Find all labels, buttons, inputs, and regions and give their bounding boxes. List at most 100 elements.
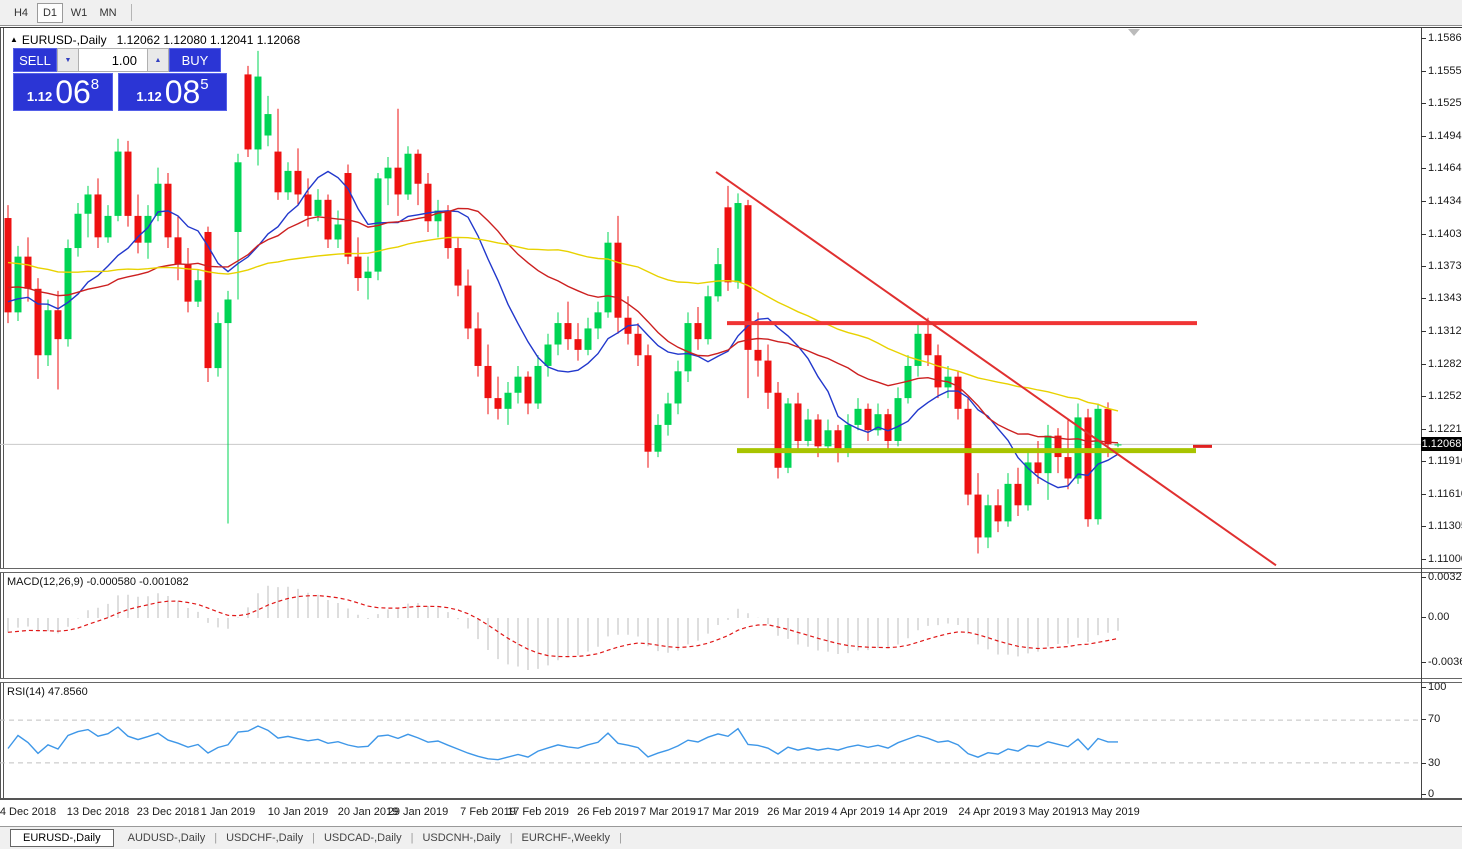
price-axis-label: 1.15250 — [1428, 97, 1462, 110]
macd-signal-value: -0.001082 — [139, 576, 189, 588]
pane-splitter[interactable] — [0, 678, 1462, 683]
timeframe-tab-mn[interactable]: MN — [99, 6, 117, 19]
price-axis-label: 1.12215 — [1428, 422, 1462, 435]
date-axis-label: 20 Jan 2019 — [337, 806, 399, 818]
date-axis-label: 17 Feb 2019 — [507, 806, 569, 818]
date-axis-label: 4 Dec 2018 — [0, 806, 57, 818]
rsi-axis-tick — [1421, 763, 1426, 764]
date-axis-label: 3 May 2019 — [1019, 806, 1077, 818]
rsi-axis-tick — [1421, 687, 1426, 688]
chart-left-border — [0, 28, 1, 826]
chart-tab-eurusd-daily[interactable]: EURUSD-,Daily — [10, 829, 114, 847]
price-axis-label: 1.13735 — [1428, 259, 1462, 272]
price-axis-label: 1.13125 — [1428, 325, 1462, 338]
price-axis-tick — [1421, 331, 1426, 333]
buy-price-button[interactable]: 1.12 08 5 — [118, 73, 227, 111]
sell-button[interactable]: SELL — [13, 48, 57, 72]
tab-separator: | — [214, 832, 218, 844]
date-axis-label: 23 Dec 2018 — [136, 806, 200, 818]
price-axis-label: 1.15860 — [1428, 31, 1462, 44]
price-axis-tick — [1421, 526, 1426, 528]
price-axis-label: 1.14035 — [1428, 227, 1462, 240]
rsi-axis-label: 30 — [1428, 757, 1441, 769]
moving-average-lines — [7, 170, 1119, 489]
rsi-line — [7, 725, 1118, 761]
rsi-pane-canvas[interactable] — [0, 683, 1421, 798]
drawn-objects — [715, 171, 1277, 567]
rsi-axis-label: 70 — [1428, 713, 1441, 725]
pane-splitter[interactable] — [0, 568, 1462, 573]
price-pane-canvas[interactable] — [0, 28, 1421, 568]
macd-axis-label: -0.003659 — [1428, 656, 1462, 668]
volume-increase-button[interactable]: ▲ — [147, 48, 169, 72]
macd-indicator-label: MACD(12,26,9) -0.000580 -0.001082 — [7, 576, 189, 588]
price-axis-label: 1.14945 — [1428, 130, 1462, 143]
chart-shift-icon[interactable] — [1128, 29, 1140, 36]
chart-window-tab-bar: EURUSD-,Daily AUDUSD-,Daily | USDCHF-,Daily… — [0, 826, 1462, 849]
macd-pane-canvas[interactable] — [0, 573, 1421, 678]
macd-signal-line — [7, 594, 1119, 658]
chart-frame-border — [0, 27, 1462, 28]
price-axis-tick — [1421, 70, 1426, 72]
price-axis-label: 1.14645 — [1428, 162, 1462, 175]
rsi-axis-label: 0 — [1428, 788, 1435, 800]
chart-left-inner-border — [3, 28, 4, 826]
price-axis-label: 1.15555 — [1428, 64, 1462, 77]
price-axis-tick — [1421, 200, 1426, 202]
rsi-axis-tick — [1421, 719, 1426, 720]
price-axis-label: 1.13430 — [1428, 292, 1462, 305]
rsi-name: RSI(14) — [7, 686, 45, 698]
chart-title: ▲ EURUSD-,Daily 1.12062 1.12080 1.12041 1.… — [10, 33, 300, 47]
price-axis-tick — [1421, 558, 1426, 560]
date-axis-label: 7 Mar 2019 — [640, 806, 696, 818]
chart-tab-usdchf-daily[interactable]: USDCHF-,Daily — [226, 832, 304, 844]
price-axis-tick — [1421, 298, 1426, 300]
price-axis-tick — [1421, 395, 1426, 397]
collapse-icon[interactable]: ▲ — [10, 35, 18, 44]
date-axis-label: 29 Jan 2019 — [387, 806, 449, 818]
tab-separator: | — [410, 832, 414, 844]
date-axis-label: 7 Feb 2019 — [460, 806, 516, 818]
macd-axis-tick — [1421, 617, 1426, 618]
buy-button[interactable]: BUY — [169, 48, 221, 72]
date-axis-label: 1 Jan 2019 — [200, 806, 256, 818]
chart-tab-usdcnh-daily[interactable]: USDCNH-,Daily — [422, 832, 501, 844]
rsi-axis-tick — [1421, 794, 1426, 795]
rsi-value: 47.8560 — [47, 686, 88, 698]
rsi-axis-label: 100 — [1428, 681, 1447, 693]
date-axis-label: 17 Mar 2019 — [697, 806, 759, 818]
sell-price-prefix: 1.12 — [26, 89, 53, 104]
macd-histogram — [7, 585, 1119, 670]
date-axis[interactable]: 4 Dec 2018 13 Dec 2018 23 Dec 2018 1 Jan 20… — [0, 800, 1421, 826]
timeframe-tab-h4[interactable]: H4 — [13, 6, 29, 19]
timeframe-tab-w1[interactable]: W1 — [70, 6, 88, 19]
chart-tab-eurchf-weekly[interactable]: EURCHF-,Weekly — [521, 832, 610, 844]
volume-input[interactable] — [79, 48, 147, 72]
date-axis-label: 26 Feb 2019 — [577, 806, 639, 818]
price-axis-label: 1.11305 — [1428, 520, 1462, 533]
chart-tab-audusd-daily[interactable]: AUDUSD-,Daily — [127, 832, 206, 844]
buy-price-pip: 5 — [200, 76, 209, 93]
sell-price-button[interactable]: 1.12 06 8 — [13, 73, 113, 111]
date-axis-border — [0, 798, 1462, 800]
price-axis-tick — [1421, 363, 1426, 365]
chart-symbol-label: EURUSD-,Daily — [21, 33, 107, 47]
volume-decrease-button[interactable]: ▼ — [57, 48, 79, 72]
chart-tab-usdcad-daily[interactable]: USDCAD-,Daily — [323, 832, 402, 844]
date-axis-label: 24 Apr 2019 — [958, 806, 1018, 818]
date-axis-label: 4 Apr 2019 — [831, 806, 885, 818]
timeframe-tab-d1[interactable]: D1 — [37, 2, 63, 23]
current-price-badge: 1.12068 — [1421, 437, 1462, 451]
price-axis-tick — [1421, 428, 1426, 430]
date-axis-label: 13 May 2019 — [1076, 806, 1140, 818]
price-axis-label: 1.12820 — [1428, 357, 1462, 370]
price-axis-tick — [1421, 37, 1426, 39]
price-axis-tick — [1421, 493, 1426, 495]
buy-price-prefix: 1.12 — [136, 89, 162, 104]
price-axis-label: 1.14340 — [1428, 194, 1462, 207]
macd-axis-label: 0.003287 — [1428, 571, 1462, 583]
macd-axis-tick — [1421, 577, 1426, 578]
